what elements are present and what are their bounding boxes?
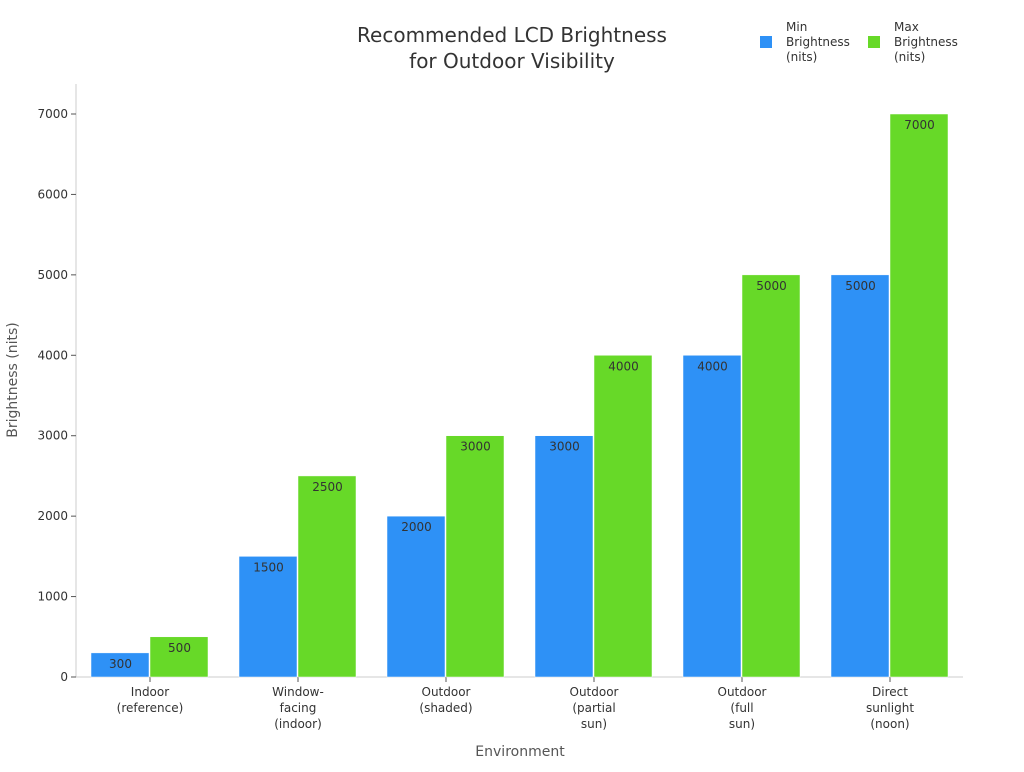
data-label: 4000 <box>697 359 728 373</box>
legend-label: (nits) <box>894 50 925 64</box>
bar-min <box>830 274 890 678</box>
bar-min <box>90 652 150 678</box>
data-label: 2500 <box>312 480 343 494</box>
x-tick-label: (partial <box>572 701 615 715</box>
x-tick-label: Outdoor <box>570 685 619 699</box>
legend-label: (nits) <box>786 50 817 64</box>
y-tick-label: 6000 <box>37 187 68 201</box>
y-tick-label: 4000 <box>37 348 68 362</box>
data-label: 1500 <box>253 560 284 574</box>
x-tick-label: Outdoor <box>422 685 471 699</box>
x-tick-label: sun) <box>581 717 607 731</box>
bar-min <box>682 355 742 678</box>
bar-max <box>297 475 357 678</box>
legend-label: Brightness <box>786 35 850 49</box>
y-tick-label: 5000 <box>37 268 68 282</box>
y-tick-label: 7000 <box>37 107 68 121</box>
bar-max <box>593 355 653 678</box>
x-tick-label: (indoor) <box>274 717 322 731</box>
legend-label: Brightness <box>894 35 958 49</box>
y-tick-label: 0 <box>60 670 68 684</box>
y-axis-label: Brightness (nits) <box>5 322 21 438</box>
x-tick-label: sun) <box>729 717 755 731</box>
x-axis-label: Environment <box>475 744 565 760</box>
data-label: 300 <box>109 657 132 671</box>
x-tick-label: Window- <box>272 685 324 699</box>
data-label: 5000 <box>845 279 876 293</box>
bar-max <box>741 274 801 678</box>
legend-label: Max <box>894 20 919 34</box>
x-tick-label: Indoor <box>131 685 169 699</box>
data-label: 3000 <box>460 440 491 454</box>
data-label: 4000 <box>608 359 639 373</box>
x-tick-label: (noon) <box>870 717 909 731</box>
data-label: 2000 <box>401 520 432 534</box>
legend-swatch <box>760 36 772 48</box>
chart-title: for Outdoor Visibility <box>409 49 615 73</box>
bar-max <box>889 113 949 678</box>
y-tick-label: 1000 <box>37 590 68 604</box>
bar-max <box>445 435 505 678</box>
x-tick-label: (shaded) <box>419 701 472 715</box>
bar-min <box>238 556 298 678</box>
x-tick-label: Outdoor <box>718 685 767 699</box>
data-label: 7000 <box>904 118 935 132</box>
x-tick-label: (reference) <box>117 701 184 715</box>
data-label: 500 <box>168 641 191 655</box>
x-tick-label: facing <box>280 701 317 715</box>
x-tick-label: Direct <box>872 685 908 699</box>
bar-max <box>149 636 209 678</box>
bar-min <box>534 435 594 678</box>
bar-min <box>386 515 446 678</box>
x-tick-label: (full <box>730 701 753 715</box>
y-tick-label: 3000 <box>37 429 68 443</box>
x-tick-label: sunlight <box>866 701 914 715</box>
legend-swatch <box>868 36 880 48</box>
data-label: 3000 <box>549 440 580 454</box>
chart-title: Recommended LCD Brightness <box>357 23 667 47</box>
legend-label: Min <box>786 20 807 34</box>
y-tick-label: 2000 <box>37 509 68 523</box>
data-label: 5000 <box>756 279 787 293</box>
